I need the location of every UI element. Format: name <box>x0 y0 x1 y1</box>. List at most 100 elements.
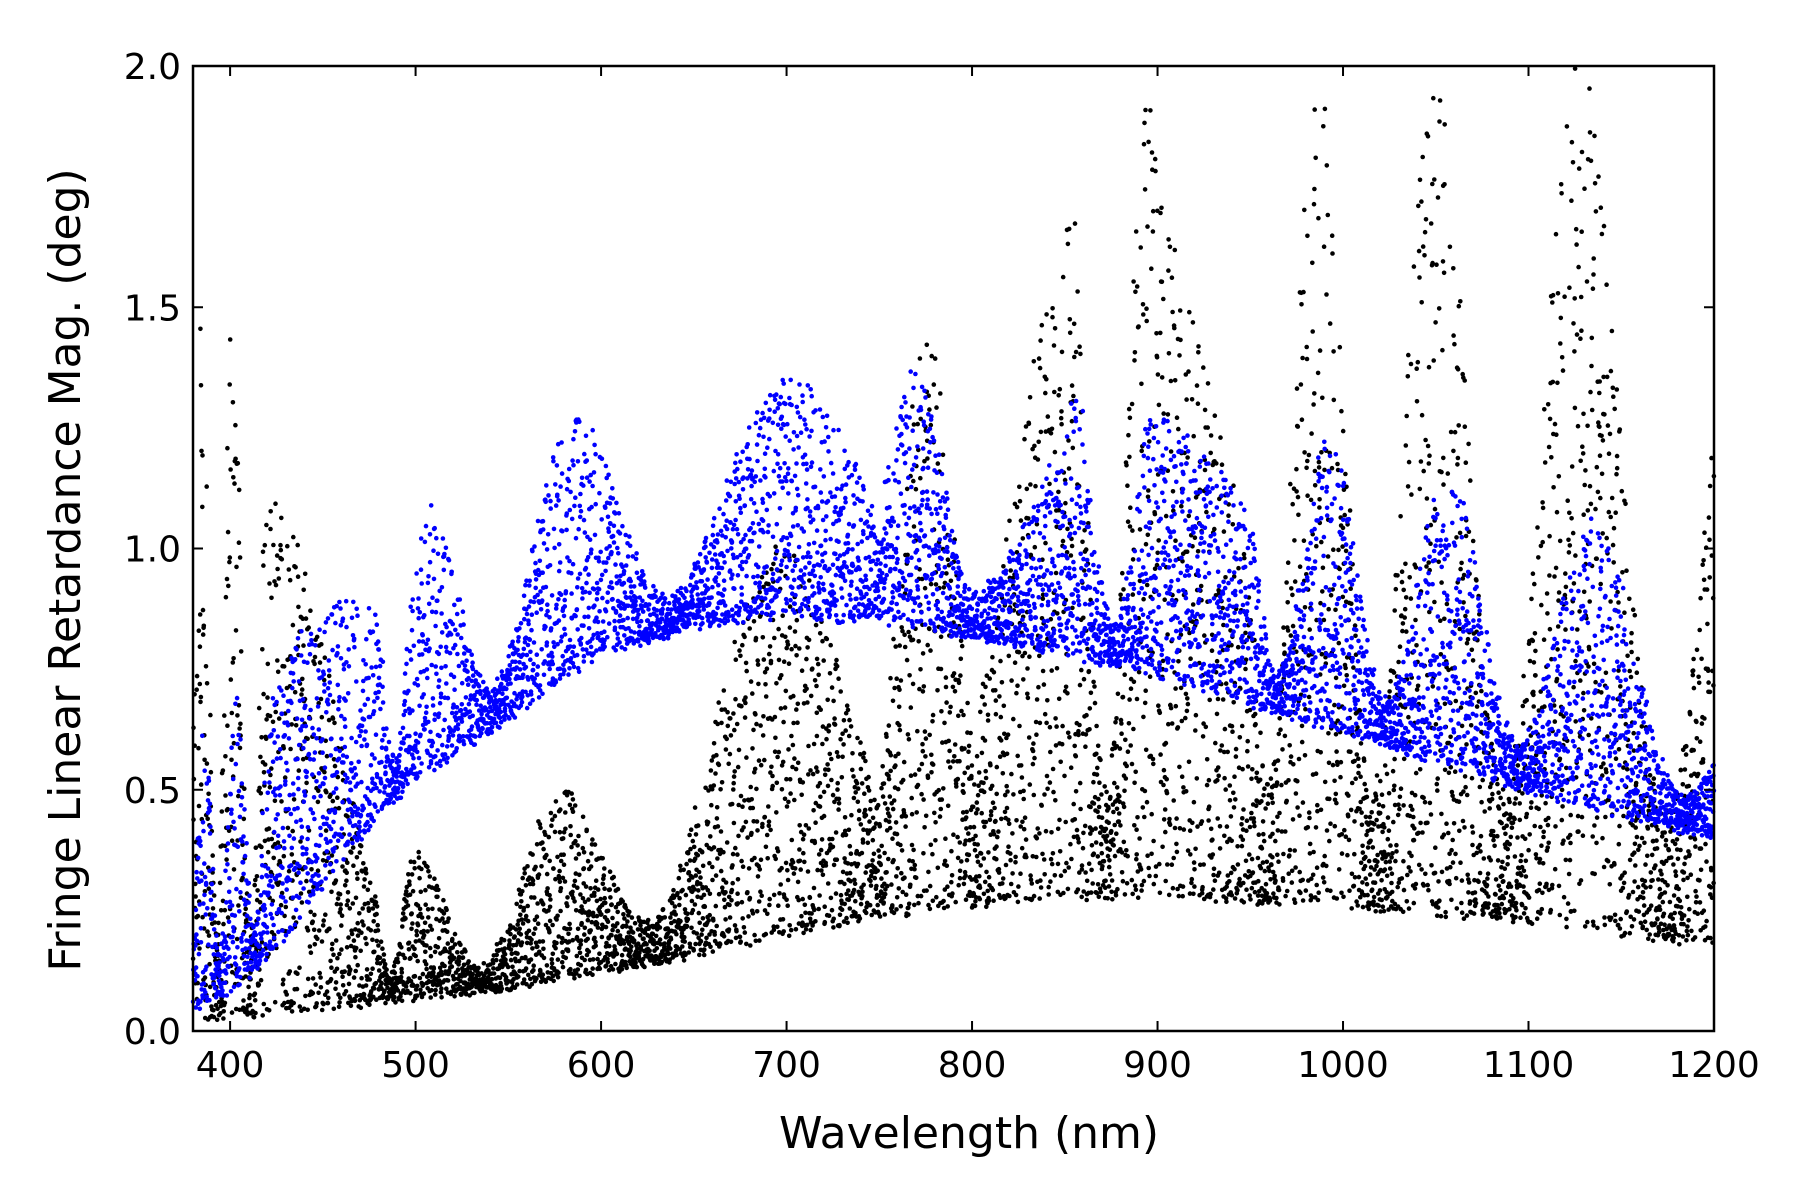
data-point <box>570 809 576 814</box>
data-point <box>1115 886 1120 892</box>
data-point <box>339 913 345 918</box>
data-point <box>714 923 719 929</box>
data-point <box>829 907 835 913</box>
data-point <box>1174 816 1179 821</box>
data-point <box>1147 439 1152 444</box>
data-point <box>300 756 306 762</box>
data-point <box>1215 696 1221 702</box>
data-point <box>904 486 910 492</box>
data-point <box>1276 731 1282 737</box>
data-point <box>1088 690 1094 696</box>
data-point <box>608 895 613 900</box>
data-point <box>1277 902 1282 907</box>
data-point <box>353 954 358 960</box>
data-point <box>1169 275 1175 281</box>
data-point <box>374 911 379 917</box>
data-point <box>630 930 636 935</box>
data-point <box>218 1011 223 1016</box>
data-point <box>1088 804 1093 810</box>
data-point <box>815 661 821 667</box>
data-point <box>331 757 337 762</box>
data-point <box>723 880 729 885</box>
data-point <box>1119 731 1124 736</box>
data-point <box>920 748 926 754</box>
data-point <box>752 766 758 772</box>
data-point <box>789 646 794 652</box>
data-point <box>1235 862 1241 867</box>
data-point <box>286 868 292 874</box>
data-point <box>498 940 503 945</box>
data-point <box>851 795 857 801</box>
data-point <box>1269 862 1274 868</box>
data-point <box>714 752 719 758</box>
data-point <box>1352 851 1357 857</box>
data-point <box>1324 163 1330 168</box>
data-point <box>595 925 601 930</box>
data-point <box>968 730 973 736</box>
data-point <box>987 676 992 681</box>
data-point <box>1141 141 1147 147</box>
data-point <box>217 880 223 886</box>
data-point <box>1250 870 1256 875</box>
data-point <box>293 565 298 570</box>
data-point <box>318 696 324 702</box>
data-point <box>921 851 926 856</box>
data-point <box>819 868 824 873</box>
data-point <box>816 852 822 857</box>
data-point <box>384 967 389 972</box>
data-point <box>1260 763 1265 769</box>
data-point <box>197 681 203 687</box>
data-point <box>1137 527 1143 532</box>
data-point <box>310 976 316 981</box>
data-point <box>335 774 341 780</box>
data-point <box>569 791 574 796</box>
data-point <box>435 894 440 900</box>
data-point <box>1042 792 1047 797</box>
data-point <box>576 851 582 857</box>
data-point <box>758 762 764 768</box>
data-point <box>774 681 779 686</box>
data-point <box>732 923 738 928</box>
data-point <box>444 929 450 934</box>
data-point <box>766 804 771 809</box>
data-point <box>438 990 444 995</box>
data-point <box>693 873 699 878</box>
data-point <box>1079 863 1085 868</box>
data-point <box>1326 606 1331 612</box>
data-point <box>1262 786 1267 791</box>
data-point <box>538 825 543 831</box>
data-point <box>619 952 625 958</box>
data-point <box>837 912 843 918</box>
data-point <box>227 382 232 387</box>
data-point <box>425 907 431 912</box>
data-point <box>1163 740 1169 746</box>
data-point <box>909 795 914 801</box>
data-point <box>1274 780 1280 785</box>
data-point <box>941 786 946 791</box>
data-point <box>1043 540 1048 546</box>
data-point <box>771 892 777 898</box>
data-point <box>871 851 877 857</box>
data-point <box>954 784 959 789</box>
data-point <box>801 850 806 856</box>
data-point <box>893 820 899 825</box>
data-point <box>1232 774 1237 779</box>
data-point <box>1096 796 1101 802</box>
data-point <box>305 928 311 933</box>
data-point <box>831 925 836 930</box>
data-point <box>1336 867 1342 872</box>
data-point <box>611 874 616 880</box>
data-point <box>422 920 428 926</box>
data-point <box>1144 306 1149 312</box>
data-point <box>785 903 790 908</box>
data-point <box>1191 891 1196 897</box>
data-point <box>305 1007 311 1013</box>
data-point <box>856 817 862 822</box>
data-point <box>739 703 744 709</box>
data-point <box>832 722 838 727</box>
data-point <box>662 915 668 920</box>
data-point <box>1007 518 1012 524</box>
data-point <box>286 567 292 572</box>
data-point <box>1311 402 1316 407</box>
data-point <box>268 526 273 532</box>
